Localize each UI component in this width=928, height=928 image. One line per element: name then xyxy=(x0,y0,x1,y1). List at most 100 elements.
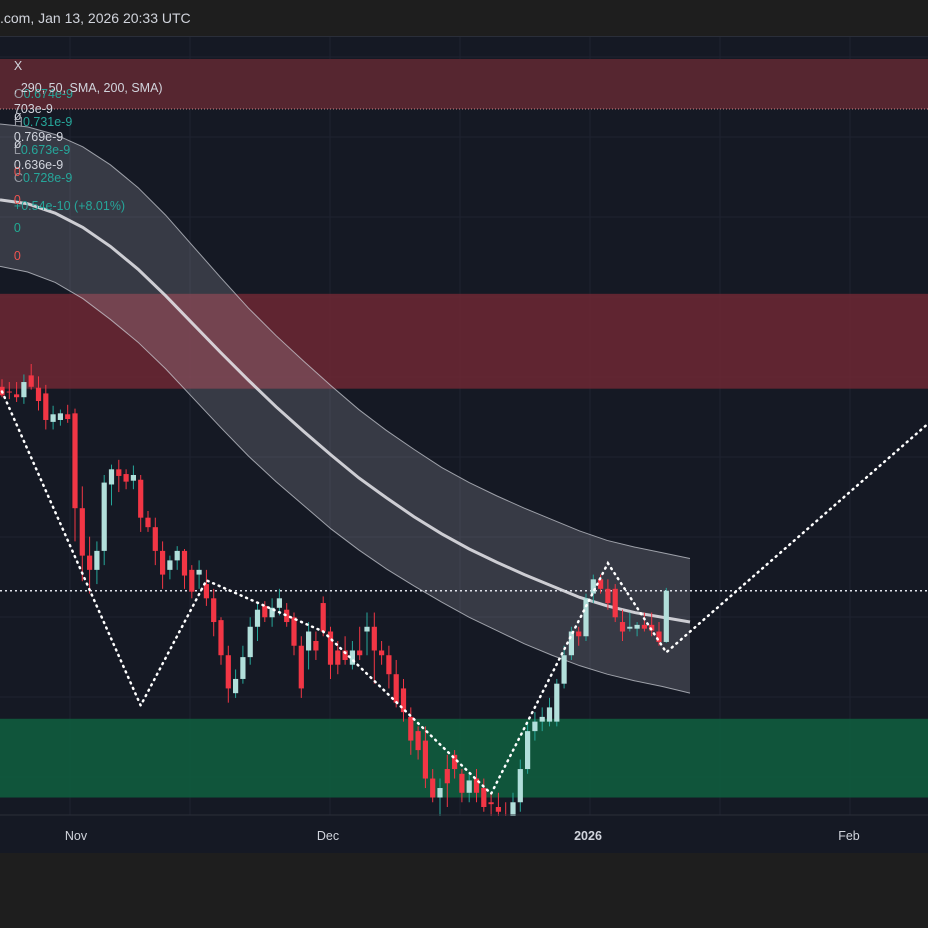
candle-body xyxy=(276,598,282,608)
candle-body xyxy=(284,609,290,623)
candle-body xyxy=(247,626,253,658)
candle-body xyxy=(598,579,604,589)
supply-zone xyxy=(0,293,928,389)
candle-body xyxy=(57,413,63,420)
x-tick-label: Nov xyxy=(65,829,88,843)
candle-body xyxy=(481,788,487,807)
candle-body xyxy=(225,655,231,689)
candle-body xyxy=(590,579,596,594)
candle-body xyxy=(101,482,107,551)
candle-body xyxy=(656,631,662,642)
candle-body xyxy=(627,626,633,629)
candle-body xyxy=(576,631,582,637)
candle-body xyxy=(108,469,115,485)
candle-body xyxy=(298,645,304,689)
candle-body xyxy=(364,626,370,632)
candle-body xyxy=(43,393,49,420)
chart-area[interactable]: Nov Dec 2026 Feb X O0.674e-9 H0.731e-9 L0.6… xyxy=(0,37,928,853)
candle-body xyxy=(422,740,428,779)
band-lower-line xyxy=(0,265,691,694)
candle-body xyxy=(379,650,385,656)
band-fill xyxy=(0,124,690,694)
indicator-value-1: ø xyxy=(13,109,22,123)
candle-body xyxy=(619,622,626,632)
candle-body xyxy=(568,631,574,656)
legend-bands: 703e-9 0.769e-9 0.636e-9 xyxy=(0,88,63,186)
candle-body xyxy=(583,598,589,637)
candle-body xyxy=(211,598,217,623)
candle-body xyxy=(50,414,56,422)
legend-indicator: , 290, 50, SMA, 200, SMA) ø ø 0 0 0 0 xyxy=(0,67,163,277)
candle-body xyxy=(79,508,85,556)
projection-path xyxy=(0,390,928,796)
candle-body xyxy=(342,650,348,660)
band-upper-line xyxy=(0,123,691,559)
candle-body xyxy=(233,678,239,694)
candle-body xyxy=(466,780,472,793)
candle-body xyxy=(94,550,100,570)
candle-body xyxy=(28,375,34,387)
legend-ohlc: X O0.674e-9 H0.731e-9 L0.673e-9 C0.728e-… xyxy=(0,45,125,227)
candle-body xyxy=(218,620,224,656)
candle-body xyxy=(452,754,458,770)
candle-body xyxy=(327,631,334,665)
candle-body xyxy=(72,413,78,509)
candle-body xyxy=(400,688,407,713)
candle-body xyxy=(160,550,166,575)
candle-body xyxy=(371,626,377,651)
candle-body xyxy=(649,624,655,631)
legend-zone xyxy=(0,59,928,109)
chart-svg[interactable]: Nov Dec 2026 Feb xyxy=(0,37,928,853)
candle-body xyxy=(510,802,516,817)
chart-title: .com, Jan 13, 2026 20:33 UTC xyxy=(0,10,191,26)
legend-change: +0.54e-10 (+8.01%) xyxy=(13,199,126,213)
x-tick-label: 2026 xyxy=(574,829,602,843)
candle-body xyxy=(561,655,567,684)
legend-close: 0.728e-9 xyxy=(22,171,73,185)
candle-body xyxy=(532,721,538,732)
indicator-params: , 290, 50, SMA, 200, SMA) xyxy=(13,81,163,95)
band-value-3: 0.636e-9 xyxy=(13,158,64,172)
candle-body xyxy=(663,590,669,642)
candle-body xyxy=(21,382,27,398)
candle-body xyxy=(335,650,341,665)
candle-body xyxy=(349,650,355,665)
candle-body xyxy=(525,731,531,770)
candle-body xyxy=(116,469,122,476)
candle-body xyxy=(87,555,93,570)
candle-body xyxy=(240,657,246,679)
candle-body xyxy=(306,631,312,651)
legend-open-label: O xyxy=(13,87,24,101)
candle-body xyxy=(488,802,494,805)
candle-body xyxy=(320,603,326,632)
indicator-value-2: ø xyxy=(13,137,22,151)
indicator-value-6: 0 xyxy=(13,249,21,263)
candle-body xyxy=(473,778,480,793)
candle-body xyxy=(181,550,188,576)
candle-body xyxy=(152,527,158,551)
candle-body xyxy=(634,624,640,629)
candle-body xyxy=(612,588,618,618)
legend-low: 0.673e-9 xyxy=(20,143,71,157)
candle-body xyxy=(167,560,173,570)
candle-body xyxy=(254,609,261,627)
top-bar: .com, Jan 13, 2026 20:33 UTC xyxy=(0,0,928,37)
candle-body xyxy=(430,778,436,798)
band-value-1: 703e-9 xyxy=(13,102,53,116)
candle-body xyxy=(138,479,144,518)
candle-body xyxy=(459,773,465,793)
candle-body xyxy=(495,807,501,812)
band-value-2: 0.769e-9 xyxy=(13,130,64,144)
legend-symbol: X xyxy=(13,59,23,73)
candle-body xyxy=(6,391,12,393)
candle-body xyxy=(393,674,399,703)
indicator-value-3: 0 xyxy=(13,165,21,179)
candle-body xyxy=(554,683,560,722)
candle-body xyxy=(269,607,275,618)
indicator-value-5: 0 xyxy=(13,221,21,235)
candle-body xyxy=(145,517,151,528)
candle-body xyxy=(203,584,209,599)
candle-body xyxy=(408,716,414,741)
candle-body xyxy=(539,716,545,722)
time-axis xyxy=(0,816,928,853)
